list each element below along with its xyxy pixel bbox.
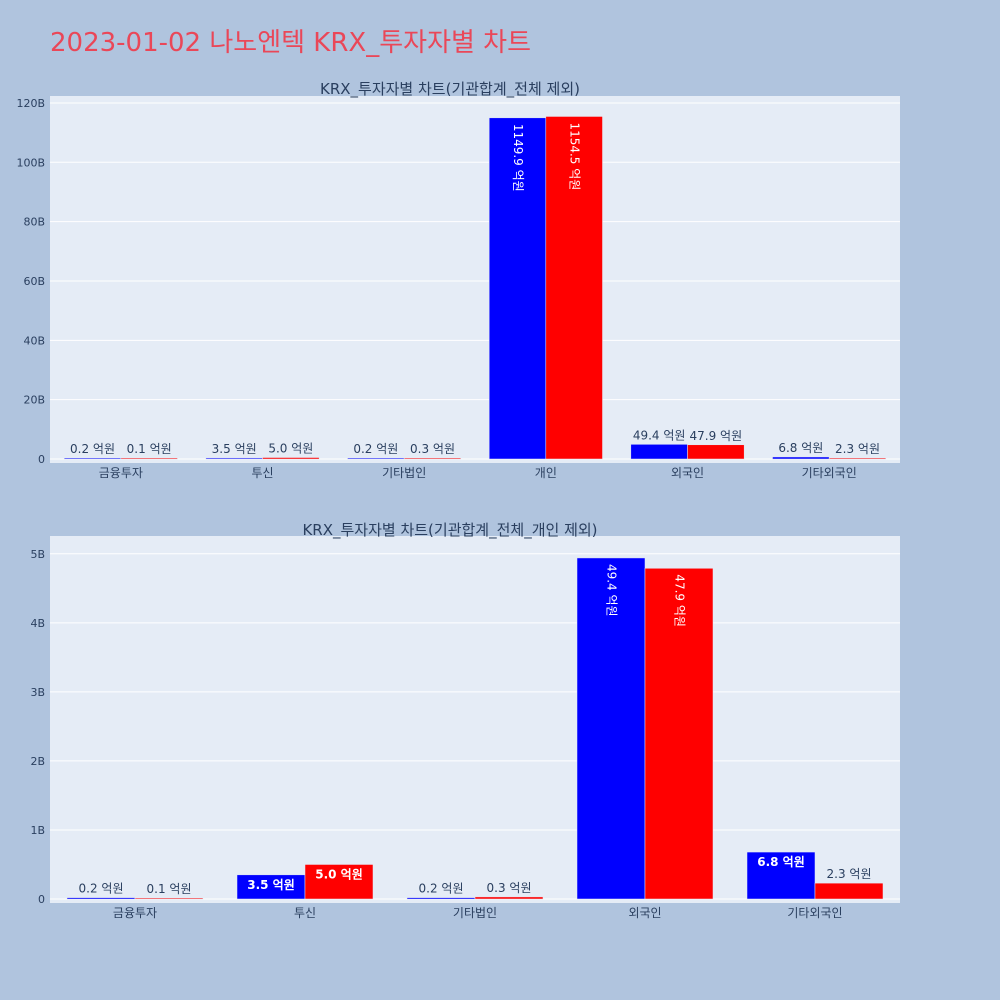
- x-tick-label: 개인: [535, 466, 557, 480]
- bar: [772, 456, 830, 460]
- chart-2: KRX_투자자별 차트(기관합계_전체_개인 제외) 0 1B 2B 3B 4B 5B 금융투…: [30, 521, 900, 920]
- y-tick-label: 0: [38, 453, 45, 466]
- bar: [63, 457, 122, 460]
- data-label: 0.2 억원: [70, 442, 115, 456]
- data-label: 0.1 억원: [127, 442, 172, 456]
- data-label: 0.2 억원: [79, 882, 124, 896]
- bar: [304, 864, 374, 900]
- bar: [576, 557, 646, 900]
- bar: [406, 897, 476, 900]
- data-label: 1149.9 억원: [511, 124, 525, 192]
- bar: [746, 851, 816, 900]
- data-label: 3.5 억원: [247, 878, 295, 892]
- y-tick-label: 0: [38, 893, 45, 906]
- x-tick-label: 외국인: [628, 906, 661, 920]
- data-label: 6.8 억원: [757, 855, 805, 869]
- data-label: 5.0 억원: [268, 442, 313, 456]
- y-tick-label: 20B: [23, 394, 45, 407]
- plot-area: [50, 96, 900, 463]
- y-tick-label: 4B: [30, 617, 45, 630]
- y-tick-label: 1B: [30, 824, 45, 837]
- bar: [474, 896, 544, 900]
- bar: [66, 897, 136, 900]
- data-label: 2.3 억원: [835, 442, 880, 456]
- x-tick-label: 금융투자: [99, 466, 143, 480]
- bar: [814, 882, 884, 900]
- x-tick-label: 기타외국인: [787, 906, 842, 920]
- bar: [120, 457, 178, 460]
- bar: [134, 897, 204, 900]
- bar: [347, 457, 405, 460]
- data-label: 5.0 억원: [315, 867, 363, 881]
- y-tick-label: 3B: [30, 686, 45, 699]
- x-tick-label: 투신: [294, 906, 316, 920]
- y-tick-label: 40B: [23, 334, 45, 347]
- chart-title: KRX_투자자별 차트(기관합계_전체 제외): [320, 80, 580, 99]
- y-tick-label: 2B: [30, 755, 45, 768]
- data-label: 0.2 억원: [419, 882, 464, 896]
- data-label: 49.4 억원: [605, 564, 619, 617]
- data-label: 2.3 억원: [827, 867, 872, 881]
- bar: [205, 457, 263, 460]
- data-label: 0.1 억원: [147, 882, 192, 896]
- y-tick-label: 5B: [30, 548, 45, 561]
- x-tick-label: 투신: [251, 466, 273, 480]
- x-tick-label: 금융투자: [113, 906, 157, 920]
- bar: [262, 457, 320, 460]
- data-label: 1154.5 억원: [568, 122, 582, 190]
- chart-title: KRX_투자자별 차트(기관합계_전체_개인 제외): [302, 521, 597, 540]
- x-tick-label: 기타법인: [382, 466, 426, 480]
- bar: [488, 117, 547, 460]
- plot-area: [50, 536, 900, 903]
- page-title: 2023-01-02 나노엔텍 KRX_투자자별 차트: [50, 28, 532, 58]
- data-label: 0.3 억원: [487, 881, 532, 895]
- chart-1: KRX_투자자별 차트(기관합계_전체 제외) 0 20B 40B 60B 80B 100B…: [16, 80, 900, 480]
- x-tick-label: 외국인: [671, 466, 704, 480]
- y-tick-label: 60B: [23, 275, 45, 288]
- data-label: 49.4 억원: [633, 428, 686, 442]
- x-tick-label: 기타외국인: [802, 466, 857, 480]
- bar: [403, 457, 462, 460]
- bar: [545, 116, 603, 460]
- y-tick-label: 100B: [16, 156, 45, 169]
- data-label: 47.9 억원: [690, 429, 743, 443]
- y-tick-label: 120B: [16, 97, 45, 110]
- data-label: 6.8 억원: [778, 441, 823, 455]
- y-tick-label: 80B: [23, 216, 45, 229]
- x-tick-label: 기타법인: [453, 906, 497, 920]
- bar: [236, 874, 306, 900]
- data-label: 0.3 억원: [410, 442, 455, 456]
- bar: [630, 444, 688, 460]
- data-label: 0.2 억원: [353, 442, 398, 456]
- data-label: 47.9 억원: [673, 574, 687, 627]
- bar: [828, 457, 887, 460]
- bar: [644, 568, 714, 900]
- data-label: 3.5 억원: [212, 442, 257, 456]
- bar: [687, 444, 745, 460]
